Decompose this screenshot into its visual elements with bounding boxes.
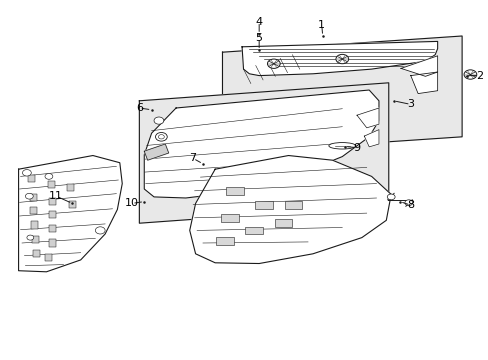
Text: 3: 3 — [407, 99, 413, 109]
Polygon shape — [222, 36, 461, 153]
Circle shape — [27, 235, 34, 240]
Bar — [255, 201, 272, 209]
Polygon shape — [189, 156, 390, 264]
Bar — [225, 187, 243, 195]
Polygon shape — [410, 72, 437, 94]
Bar — [221, 214, 238, 222]
Text: 7: 7 — [189, 153, 196, 163]
Circle shape — [95, 227, 105, 234]
Text: 1: 1 — [318, 20, 325, 30]
Polygon shape — [400, 56, 437, 76]
Polygon shape — [19, 156, 122, 272]
Circle shape — [267, 59, 280, 68]
Bar — [32, 236, 39, 243]
Bar — [245, 226, 263, 234]
Circle shape — [155, 132, 167, 141]
Bar — [284, 201, 302, 209]
Ellipse shape — [328, 143, 355, 149]
Text: 9: 9 — [353, 143, 360, 153]
Polygon shape — [144, 90, 378, 198]
Text: 10: 10 — [125, 198, 139, 208]
Text: 6: 6 — [136, 103, 142, 113]
Bar — [69, 201, 76, 208]
Bar — [67, 184, 74, 192]
Polygon shape — [139, 83, 388, 223]
Bar — [30, 207, 37, 214]
Bar — [45, 254, 52, 261]
Bar — [31, 221, 38, 229]
Bar — [33, 250, 40, 257]
Bar — [216, 237, 233, 245]
Bar — [49, 225, 56, 232]
Text: 5: 5 — [255, 33, 262, 43]
Circle shape — [25, 193, 33, 199]
Polygon shape — [364, 130, 378, 147]
Polygon shape — [356, 108, 378, 128]
Circle shape — [22, 170, 31, 176]
Circle shape — [158, 135, 164, 139]
Text: 4: 4 — [255, 17, 262, 27]
Bar — [49, 211, 56, 218]
Text: 8: 8 — [407, 200, 413, 210]
Circle shape — [335, 54, 348, 64]
Bar — [30, 194, 37, 201]
Polygon shape — [144, 144, 168, 160]
Circle shape — [404, 200, 412, 206]
Circle shape — [154, 117, 163, 124]
Text: 11: 11 — [49, 191, 63, 201]
Bar — [28, 175, 35, 182]
Circle shape — [463, 70, 476, 79]
Circle shape — [45, 174, 53, 179]
Bar — [48, 181, 55, 188]
Polygon shape — [242, 41, 437, 76]
Text: 2: 2 — [475, 71, 482, 81]
Circle shape — [386, 194, 394, 200]
Bar — [274, 219, 292, 227]
Bar — [49, 198, 56, 205]
Bar — [49, 239, 56, 247]
